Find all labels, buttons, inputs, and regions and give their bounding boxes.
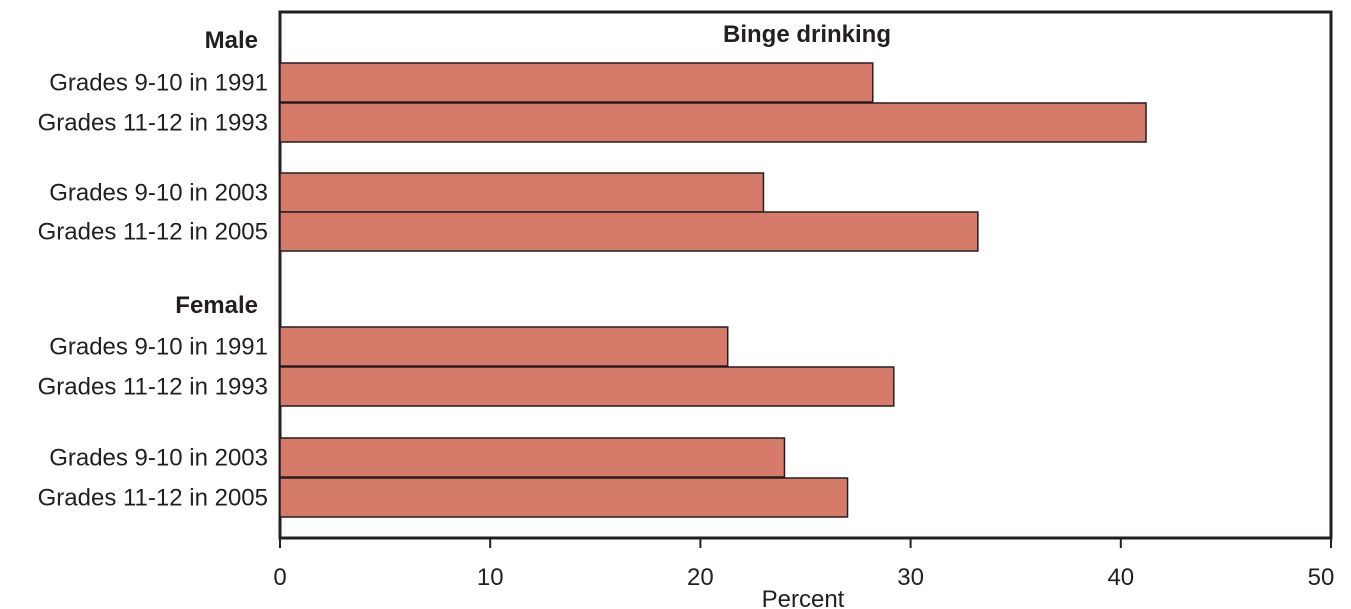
- category-label: Grades 9-10 in 1991: [49, 334, 268, 361]
- bar-female-2: [279, 366, 895, 407]
- bar-female-3: [279, 437, 786, 478]
- bar-male-1: [279, 62, 874, 103]
- category-label: Grades 9-10 in 1991: [49, 70, 268, 97]
- x-tick-label: 20: [687, 564, 714, 591]
- plot-frame: [278, 10, 1333, 540]
- category-label: Grades 11-12 in 2005: [38, 485, 268, 512]
- category-label: Grades 11-12 in 1993: [38, 374, 268, 401]
- group-label-male: Male: [205, 27, 258, 54]
- x-axis-label: Percent: [762, 586, 845, 609]
- chart-title: Binge drinking: [723, 21, 891, 48]
- bar-female-4: [279, 477, 849, 518]
- x-tick-label: 30: [897, 564, 924, 591]
- x-axis: 0 10 20 30 40 50: [273, 538, 1334, 591]
- group-label-female: Female: [175, 292, 258, 319]
- bar-male-2: [279, 102, 1147, 143]
- bar-male-4: [279, 211, 979, 252]
- bar-female-1: [279, 326, 729, 367]
- bars-layer: [279, 62, 1147, 518]
- x-tick-label: 40: [1107, 564, 1134, 591]
- x-tick-label: 0: [273, 564, 286, 591]
- category-labels: Male Grades 9-10 in 1991 Grades 11-12 in 1…: [38, 27, 268, 512]
- x-tick-label: 10: [477, 564, 504, 591]
- x-tick-label: 50: [1308, 564, 1335, 591]
- category-label: Grades 11-12 in 2005: [38, 219, 268, 246]
- category-label: Grades 9-10 in 2003: [49, 180, 268, 207]
- category-label: Grades 9-10 in 2003: [49, 445, 268, 472]
- category-label: Grades 11-12 in 1993: [38, 110, 268, 137]
- bar-male-3: [279, 172, 765, 213]
